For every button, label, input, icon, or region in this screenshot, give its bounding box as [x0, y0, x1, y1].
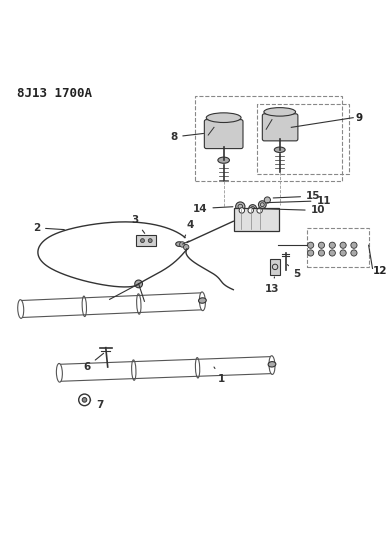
Text: 12: 12: [373, 266, 387, 276]
Text: 11: 11: [267, 196, 331, 206]
Text: 14: 14: [193, 204, 233, 214]
Circle shape: [308, 242, 314, 248]
FancyBboxPatch shape: [234, 208, 279, 231]
Circle shape: [257, 208, 262, 213]
Ellipse shape: [264, 108, 296, 116]
FancyBboxPatch shape: [204, 119, 243, 149]
Text: 13: 13: [265, 277, 279, 294]
Circle shape: [258, 201, 266, 208]
Text: 5: 5: [287, 264, 301, 279]
Circle shape: [183, 245, 189, 250]
Text: 2: 2: [33, 223, 64, 233]
Ellipse shape: [18, 300, 24, 318]
Text: 1: 1: [214, 367, 225, 384]
Circle shape: [329, 250, 336, 256]
Text: 15: 15: [273, 191, 321, 201]
Text: 9: 9: [355, 112, 362, 123]
Text: 8: 8: [170, 132, 203, 142]
Circle shape: [351, 250, 357, 256]
FancyBboxPatch shape: [262, 114, 298, 141]
Text: 4: 4: [184, 220, 194, 238]
Circle shape: [340, 242, 346, 248]
Circle shape: [135, 280, 142, 288]
Circle shape: [340, 250, 346, 256]
Ellipse shape: [198, 298, 206, 303]
Ellipse shape: [274, 147, 285, 152]
Circle shape: [329, 242, 336, 248]
Circle shape: [318, 242, 325, 248]
Circle shape: [141, 239, 144, 243]
Circle shape: [82, 398, 87, 402]
Ellipse shape: [218, 157, 229, 163]
FancyBboxPatch shape: [136, 235, 156, 246]
Text: 10: 10: [258, 205, 325, 215]
Circle shape: [236, 202, 245, 211]
Text: 8J13 1700A: 8J13 1700A: [17, 87, 92, 100]
Circle shape: [248, 208, 254, 213]
Circle shape: [148, 239, 152, 243]
Circle shape: [249, 205, 256, 212]
Circle shape: [351, 242, 357, 248]
Text: 6: 6: [83, 353, 103, 372]
Circle shape: [180, 242, 185, 247]
Ellipse shape: [206, 113, 241, 123]
Circle shape: [308, 250, 314, 256]
FancyBboxPatch shape: [270, 259, 281, 274]
Circle shape: [239, 208, 245, 213]
Ellipse shape: [200, 292, 205, 311]
Ellipse shape: [56, 364, 62, 382]
Text: 7: 7: [90, 400, 103, 409]
Ellipse shape: [268, 361, 276, 367]
Circle shape: [318, 250, 325, 256]
Ellipse shape: [176, 242, 183, 246]
Circle shape: [264, 197, 270, 203]
Text: 3: 3: [131, 215, 145, 233]
Ellipse shape: [269, 356, 275, 374]
